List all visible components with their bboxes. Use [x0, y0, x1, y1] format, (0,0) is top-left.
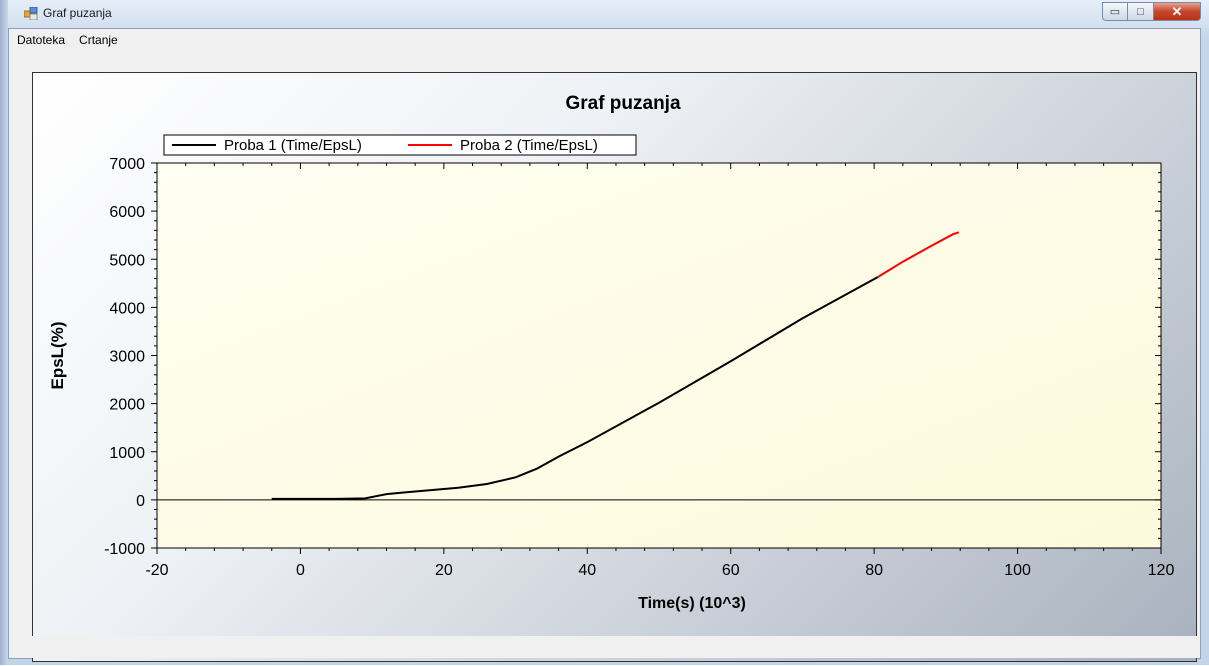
x-tick-label: 60 [722, 562, 740, 579]
series-line-2 [877, 231, 960, 278]
y-tick-label: 3000 [109, 349, 145, 366]
bottom-strip [9, 636, 1200, 658]
y-tick-label: 4000 [109, 300, 145, 317]
title-bar[interactable]: Graf puzanja ▭ □ ✕ [0, 0, 1209, 28]
client-area: Datoteka Crtanje Graf puzanja -20 0 20 40 60 8… [8, 28, 1201, 662]
graph-panel[interactable]: Graf puzanja -20 0 20 40 60 80 100 120 -1000 0 1000… [32, 72, 1197, 662]
close-button[interactable]: ✕ [1154, 2, 1201, 21]
chart-title: Graf puzanja [565, 93, 681, 114]
x-axis-label: Time(s) (10^3) [638, 595, 746, 612]
x-tick-label: 40 [578, 562, 596, 579]
y-tick-label: 1000 [109, 445, 145, 462]
x-tick-label: 100 [1004, 562, 1031, 579]
x-tick-label: 0 [296, 562, 305, 579]
minimize-icon: ▭ [1109, 6, 1121, 18]
caption-buttons: ▭ □ ✕ [1102, 2, 1201, 22]
menu-bar: Datoteka Crtanje [9, 29, 1200, 51]
y-axis-label: EpsL(%) [48, 322, 67, 390]
y-tick-label: -1000 [104, 541, 145, 558]
x-tick-label: 20 [435, 562, 453, 579]
legend-label-1: Proba 1 (Time/EpsL) [224, 137, 362, 154]
window-title: Graf puzanja [43, 6, 112, 20]
x-tick-label: 80 [865, 562, 883, 579]
maximize-icon: □ [1137, 5, 1144, 18]
maximize-button[interactable]: □ [1128, 2, 1154, 21]
y-tick-label: 0 [136, 493, 145, 510]
y-tick-label: 5000 [109, 252, 145, 269]
x-tick-label: -20 [145, 562, 168, 579]
y-tick-label: 6000 [109, 204, 145, 221]
legend-box [163, 134, 637, 156]
close-icon: ✕ [1171, 3, 1183, 19]
chart: Graf puzanja -20 0 20 40 60 80 100 120 -1000 0 1000… [48, 93, 1175, 612]
y-tick-label: 7000 [109, 156, 145, 173]
legend-label-2: Proba 2 (Time/EpsL) [460, 137, 598, 154]
menu-item-datoteka[interactable]: Datoteka [17, 33, 66, 47]
series-line-1 [271, 276, 879, 500]
minimize-button[interactable]: ▭ [1102, 2, 1128, 21]
app-icon [24, 7, 38, 20]
y-tick-label: 2000 [109, 397, 145, 414]
plot-area [156, 162, 1162, 549]
window-left-border [0, 0, 8, 665]
x-tick-label: 120 [1148, 562, 1175, 579]
menu-item-crtanje[interactable]: Crtanje [79, 33, 118, 47]
